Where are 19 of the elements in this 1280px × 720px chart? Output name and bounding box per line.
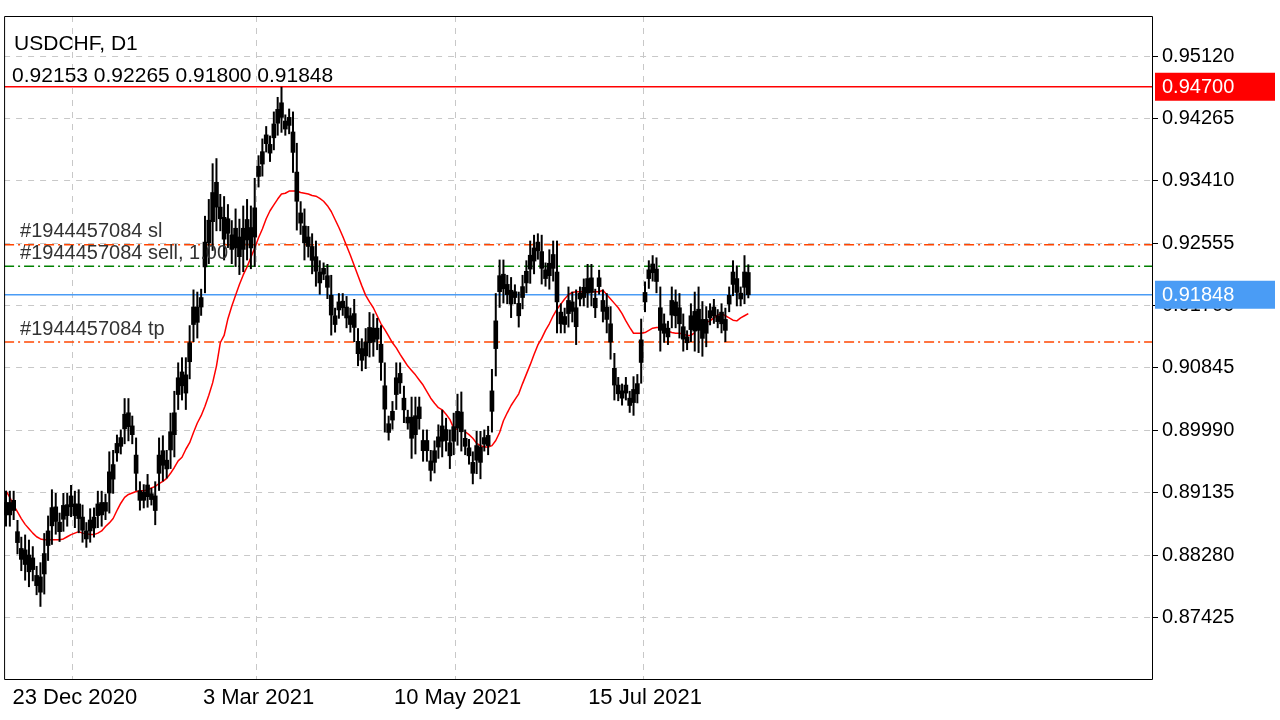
text: USDCHF, D1 (14, 30, 138, 54)
y-tick-label: 0.89990 (1162, 417, 1235, 440)
y-tick-label: 0.92555 (1162, 230, 1235, 253)
ref-line-label: 0.91848 (1162, 283, 1235, 306)
x-tick-label: 15 Jul 2021 (588, 684, 702, 710)
x-tick-label: 23 Dec 2020 (12, 684, 138, 710)
y-tick-label: 0.94265 (1162, 105, 1235, 128)
y-tick-label: 0.89135 (1162, 480, 1235, 503)
y-tick-label: 0.93410 (1162, 168, 1235, 191)
y-tick-label: 0.88280 (1162, 542, 1235, 565)
x-tick-label: 10 May 2021 (393, 684, 522, 710)
text: 0.92153 0.92265 0.91800 0.91848 (12, 62, 334, 86)
y-tick-label: 0.87425 (1162, 604, 1235, 627)
y-tick-label: 0.95120 (1162, 43, 1235, 66)
ref-line-label: 0.94700 (1162, 75, 1235, 98)
ref-line-label: #1944457084 sl (20, 219, 163, 242)
x-tick-label: 3 Mar 2021 (202, 684, 315, 710)
y-tick-label: 0.90845 (1162, 355, 1235, 378)
ref-line-label: #1944457084 tp (20, 316, 165, 339)
